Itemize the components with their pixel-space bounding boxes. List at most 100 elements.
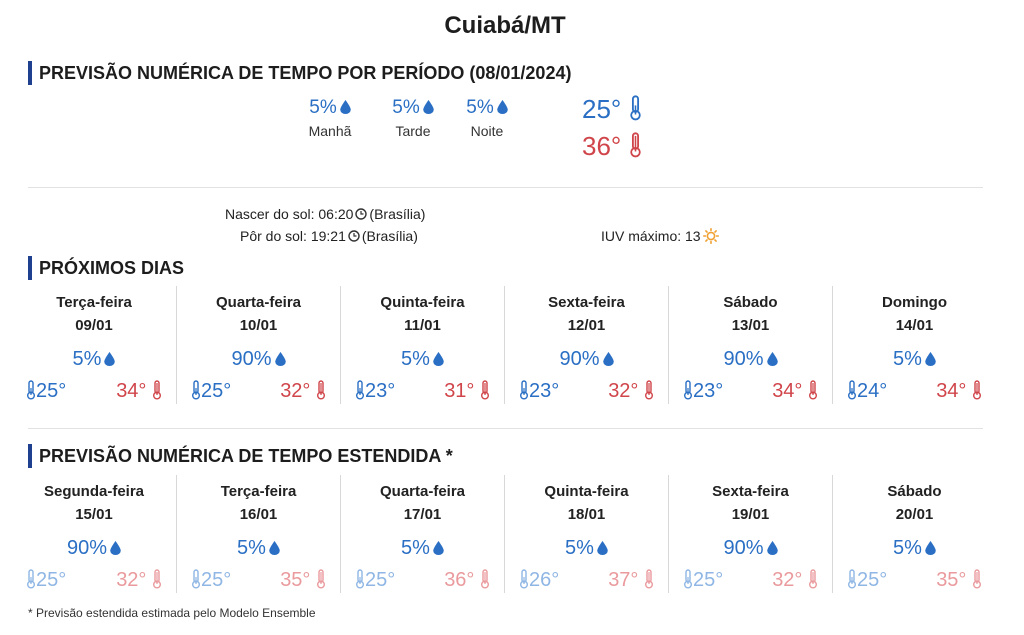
today-max-temp: 36° bbox=[582, 131, 642, 162]
day-name: Sexta-feira bbox=[712, 483, 789, 500]
max-temp: 34° bbox=[936, 380, 982, 403]
water-drop-icon bbox=[925, 352, 936, 366]
thermometer-hot-icon bbox=[481, 569, 489, 589]
min-temp: 25° bbox=[26, 569, 66, 592]
min-temp-value: 23° bbox=[365, 380, 396, 402]
period-rain-value: 5% bbox=[466, 97, 494, 118]
period-label: Tarde bbox=[395, 123, 431, 139]
water-drop-icon bbox=[422, 100, 434, 114]
uv-value: 13 bbox=[685, 228, 701, 244]
water-drop-icon bbox=[433, 541, 444, 555]
max-temp-value: 36° bbox=[444, 569, 475, 591]
day-card: Segunda-feira 15/01 90% 25° 32° bbox=[12, 475, 176, 593]
rain-chance: 90% bbox=[723, 537, 764, 559]
day-date: 10/01 bbox=[239, 317, 278, 334]
today-min-value: 25° bbox=[582, 94, 622, 124]
max-temp-value: 34° bbox=[116, 380, 147, 402]
thermometer-hot-icon bbox=[153, 380, 161, 400]
today-max-value: 36° bbox=[582, 131, 622, 161]
day-date: 18/01 bbox=[567, 506, 606, 523]
period-rain-value: 5% bbox=[309, 97, 337, 118]
day-name: Segunda-feira bbox=[43, 483, 145, 500]
day-name: Sexta-feira bbox=[548, 294, 625, 311]
min-temp-value: 25° bbox=[857, 569, 888, 591]
max-temp: 35° bbox=[280, 569, 326, 592]
today-min-temp: 25° bbox=[582, 94, 642, 125]
min-temp-value: 25° bbox=[36, 569, 67, 591]
day-name: Terça-feira bbox=[220, 483, 297, 500]
min-temp: 25° bbox=[191, 569, 231, 592]
max-temp: 32° bbox=[772, 569, 818, 592]
water-drop-icon bbox=[433, 352, 444, 366]
day-card: Domingo 14/01 5% 24° 34° bbox=[832, 286, 996, 404]
rain-chance: 90% bbox=[66, 537, 108, 559]
thermometer-cold-icon bbox=[520, 380, 528, 400]
rain-chance: 5% bbox=[893, 537, 922, 559]
day-name: Quinta-feira bbox=[544, 483, 629, 500]
water-drop-icon bbox=[925, 541, 936, 555]
thermometer-hot-icon bbox=[317, 380, 325, 400]
max-temp-value: 37° bbox=[608, 569, 639, 591]
max-temp-value: 31° bbox=[444, 380, 475, 402]
day-date: 12/01 bbox=[567, 317, 606, 334]
thermometer-cold-icon bbox=[192, 380, 200, 400]
sunrise-label: Nascer do sol: bbox=[225, 206, 315, 222]
max-temp: 31° bbox=[444, 380, 490, 403]
max-temp-value: 32° bbox=[608, 380, 639, 402]
max-temp: 34° bbox=[772, 380, 818, 403]
thermometer-cold-icon bbox=[27, 569, 35, 589]
day-card: Quinta-feira 18/01 5% 26° 37° bbox=[504, 475, 668, 593]
water-drop-icon bbox=[602, 352, 614, 366]
day-date: 11/01 bbox=[404, 317, 441, 334]
max-temp-value: 34° bbox=[772, 380, 803, 402]
rain-chance: 90% bbox=[723, 348, 764, 370]
city-title: Cuiabá/MT bbox=[444, 12, 566, 39]
thermometer-hot-icon bbox=[317, 569, 325, 589]
min-temp-value: 23° bbox=[693, 380, 724, 402]
next-days-grid: Terça-feira 09/01 5% 25° 34° Quarta-feira 10/… bbox=[12, 286, 997, 404]
min-temp-value: 25° bbox=[201, 380, 232, 402]
thermometer-hot-icon bbox=[809, 569, 817, 589]
rain-chance: 5% bbox=[237, 537, 266, 559]
uv-row: IUV máximo: 13 bbox=[601, 228, 719, 244]
water-drop-icon bbox=[496, 100, 508, 114]
min-temp: 25° bbox=[26, 380, 66, 403]
min-temp: 26° bbox=[519, 569, 559, 592]
period-section-title: PREVISÃO NUMÉRICA DE TEMPO POR PERÍODO (… bbox=[28, 61, 571, 85]
rain-chance: 5% bbox=[893, 348, 922, 370]
max-temp: 32° bbox=[116, 569, 162, 592]
water-drop-icon bbox=[110, 541, 121, 555]
day-card: Sexta-feira 19/01 90% 25° 32° bbox=[668, 475, 832, 593]
day-date: 19/01 bbox=[731, 506, 770, 523]
day-name: Quarta-feira bbox=[379, 483, 466, 500]
rain-chance: 90% bbox=[231, 348, 272, 370]
extended-days-grid: Segunda-feira 15/01 90% 25° 32° Terça-feira 1… bbox=[12, 475, 997, 593]
day-card: Quarta-feira 10/01 90% 25° 32° bbox=[176, 286, 340, 404]
thermometer-hot-icon bbox=[481, 380, 489, 400]
thermometer-hot-icon bbox=[645, 569, 653, 589]
max-temp: 32° bbox=[280, 380, 326, 403]
day-name: Terça-feira bbox=[56, 294, 132, 311]
rain-chance: 5% bbox=[565, 537, 594, 559]
water-drop-icon bbox=[104, 352, 116, 366]
day-date: 14/01 bbox=[895, 317, 934, 334]
extended-title: PREVISÃO NUMÉRICA DE TEMPO ESTENDIDA * bbox=[28, 444, 453, 468]
thermometer-hot-icon bbox=[809, 380, 817, 400]
thermometer-cold-icon bbox=[520, 569, 528, 589]
min-temp-value: 23° bbox=[529, 380, 560, 402]
day-card: Sábado 20/01 5% 25° 35° bbox=[832, 475, 996, 593]
sunrise-timezone: (Brasília) bbox=[369, 206, 426, 222]
min-temp: 25° bbox=[355, 569, 395, 592]
max-temp-value: 32° bbox=[280, 380, 311, 402]
max-temp-value: 32° bbox=[772, 569, 803, 591]
min-temp: 23° bbox=[519, 380, 559, 403]
sunrise-row: Nascer do sol: 06:20 (Brasília) bbox=[225, 206, 425, 222]
day-date: 09/01 bbox=[75, 317, 113, 334]
sun-icon bbox=[702, 228, 719, 244]
water-drop-icon bbox=[597, 541, 608, 555]
thermometer-hot-icon bbox=[153, 569, 161, 589]
period-label: Noite bbox=[470, 123, 504, 139]
uv-label: IUV máximo: bbox=[601, 228, 682, 244]
day-card: Sábado 13/01 90% 23° 34° bbox=[668, 286, 832, 404]
max-temp-value: 35° bbox=[936, 569, 967, 591]
